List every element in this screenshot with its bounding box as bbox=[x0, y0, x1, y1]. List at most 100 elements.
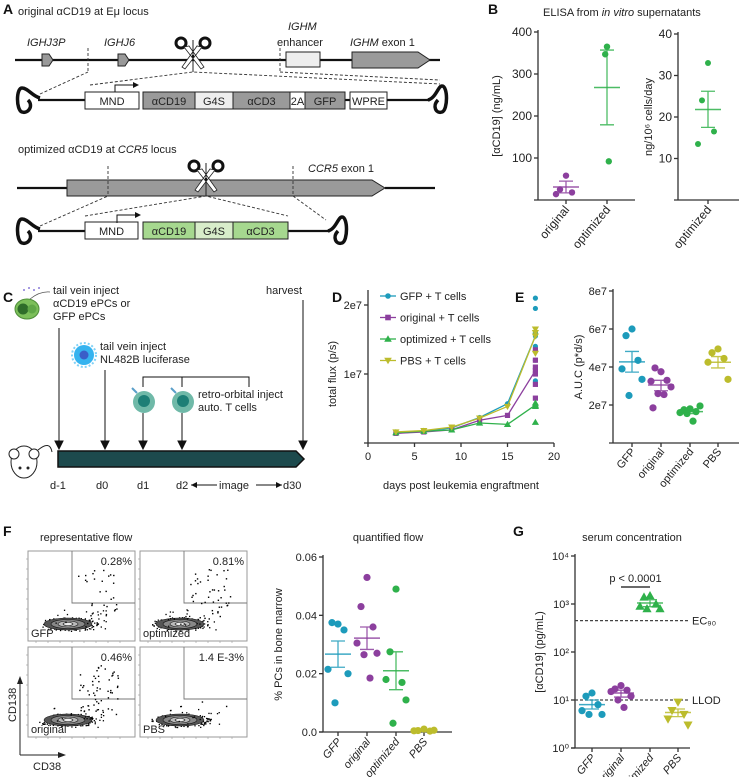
event-dot bbox=[89, 722, 91, 724]
event-dot bbox=[50, 628, 52, 630]
data-point bbox=[448, 424, 456, 431]
data-point bbox=[634, 356, 642, 364]
day-label: d-1 bbox=[50, 480, 66, 492]
data-point bbox=[667, 707, 677, 716]
day-label: d2 bbox=[176, 480, 188, 492]
flow-plots: 0.28% GFP 0.81% optimized 0.46% original 1.4 E… bbox=[26, 550, 248, 739]
event-dot bbox=[225, 602, 227, 604]
legend-label: optimized + T cells bbox=[400, 334, 491, 346]
event-dot bbox=[226, 604, 229, 607]
event-dot bbox=[114, 609, 117, 611]
event-dot bbox=[217, 611, 219, 613]
panel-label-e: E bbox=[515, 289, 524, 305]
event-dot bbox=[166, 725, 168, 727]
panel-b: B ELISA from in vitro supernatants 100 20… bbox=[488, 1, 739, 251]
data-point bbox=[531, 333, 539, 340]
y-tick-label: 40 bbox=[659, 27, 673, 41]
event-dot bbox=[187, 723, 189, 725]
event-dot bbox=[203, 615, 205, 617]
event-dot bbox=[196, 622, 198, 625]
day-label: d1 bbox=[137, 480, 149, 492]
event-dot bbox=[71, 726, 73, 728]
event-dot bbox=[91, 680, 94, 683]
category-label: GFP bbox=[575, 752, 599, 777]
event-dot bbox=[109, 574, 112, 576]
data-point bbox=[654, 390, 662, 398]
event-dot bbox=[99, 688, 101, 690]
event-dot bbox=[93, 704, 95, 706]
event-dot bbox=[167, 618, 170, 621]
event-dot bbox=[169, 618, 172, 620]
data-point bbox=[699, 97, 705, 104]
event-dot bbox=[203, 619, 205, 622]
event-dot bbox=[105, 590, 107, 593]
event-dot bbox=[115, 713, 118, 716]
event-dot bbox=[189, 615, 191, 618]
event-dot bbox=[180, 705, 183, 708]
event-dot bbox=[153, 625, 155, 627]
data-point bbox=[360, 651, 368, 659]
data-point bbox=[625, 391, 633, 400]
event-dot bbox=[90, 717, 92, 719]
event-dot bbox=[89, 619, 91, 621]
event-dot bbox=[91, 603, 93, 605]
event-dot bbox=[107, 690, 109, 693]
timeline-bar bbox=[57, 450, 306, 468]
event-dot bbox=[151, 718, 153, 721]
event-dot bbox=[180, 623, 182, 625]
event-dot bbox=[96, 689, 98, 692]
event-dot bbox=[197, 582, 199, 585]
gate-percentage: 0.28% bbox=[101, 556, 132, 568]
event-dot bbox=[194, 573, 197, 575]
day-label: d30 bbox=[283, 480, 301, 492]
x-tick-label: 5 bbox=[411, 451, 417, 463]
event-dot bbox=[92, 625, 95, 628]
sem-error-bar bbox=[389, 651, 403, 691]
event-dot bbox=[220, 597, 222, 599]
event-dot bbox=[154, 620, 156, 622]
sample-label: original bbox=[31, 724, 66, 736]
event-dot bbox=[56, 720, 59, 722]
event-dot bbox=[97, 675, 100, 678]
y-axis-label: A.U.C (p*d/s) bbox=[573, 335, 585, 400]
event-dot bbox=[43, 723, 45, 725]
event-dot bbox=[70, 630, 73, 632]
tcell-injection-bracket bbox=[142, 376, 250, 387]
event-dot bbox=[157, 619, 159, 621]
event-dot bbox=[187, 629, 189, 631]
sem-error-bar bbox=[331, 640, 345, 668]
data-point bbox=[476, 419, 484, 426]
event-dot bbox=[93, 675, 95, 678]
event-dot bbox=[195, 592, 197, 595]
data-point bbox=[552, 190, 560, 198]
event-dot bbox=[88, 619, 90, 621]
event-dot bbox=[187, 726, 189, 728]
category-label: PBS bbox=[407, 736, 431, 761]
event-dot bbox=[93, 578, 96, 580]
event-dot bbox=[48, 724, 50, 727]
event-dot bbox=[97, 611, 99, 613]
event-dot bbox=[169, 615, 171, 617]
data-point bbox=[657, 368, 665, 376]
event-dot bbox=[89, 718, 91, 720]
sample-label: PBS bbox=[143, 724, 165, 736]
event-dot bbox=[192, 716, 194, 719]
event-dot bbox=[186, 618, 189, 620]
event-dot bbox=[192, 594, 194, 597]
event-dot bbox=[113, 610, 116, 612]
representative-flow-title: representative flow bbox=[40, 532, 132, 544]
event-dot bbox=[94, 622, 96, 624]
data-point bbox=[711, 128, 717, 135]
promoter-arrowhead bbox=[135, 212, 141, 218]
flow-axes-arrows bbox=[19, 682, 60, 756]
data-point bbox=[689, 417, 697, 425]
event-dot bbox=[195, 627, 197, 630]
data-point bbox=[618, 365, 626, 373]
event-dot bbox=[100, 699, 103, 702]
event-dot bbox=[65, 621, 67, 624]
event-dot bbox=[169, 611, 172, 613]
event-dot bbox=[97, 667, 100, 669]
event-dot bbox=[223, 570, 225, 572]
event-dot bbox=[207, 624, 209, 626]
